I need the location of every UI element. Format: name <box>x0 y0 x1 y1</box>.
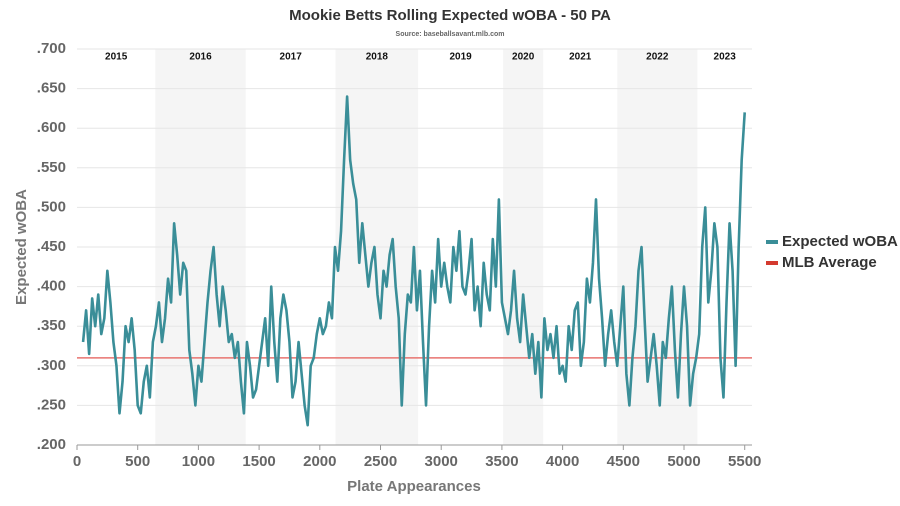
season-label: 2019 <box>450 52 473 63</box>
plot <box>77 95 752 427</box>
season-label: 2018 <box>366 52 389 63</box>
y-tick-label: .650 <box>37 80 66 97</box>
season-label: 2016 <box>189 52 212 63</box>
x-tick-label: 3000 <box>425 453 458 470</box>
y-tick-label: .400 <box>37 278 66 295</box>
y-tick-label: .500 <box>37 198 66 215</box>
x-tick-label: 3500 <box>485 453 518 470</box>
x-tick-label: 4000 <box>546 453 579 470</box>
y-tick-label: .250 <box>37 396 66 413</box>
legend-label: MLB Average <box>782 254 877 271</box>
y-tick-label: .350 <box>37 317 66 334</box>
x-tick-label: 4500 <box>607 453 640 470</box>
y-tick-label: .550 <box>37 159 66 176</box>
y-tick-label: .300 <box>37 357 66 374</box>
legend-swatch <box>766 240 778 244</box>
chart-title: Mookie Betts Rolling Expected wOBA - 50 … <box>289 7 611 24</box>
legend-label: Expected wOBA <box>782 233 898 250</box>
legend-swatch <box>766 261 778 265</box>
x-tick-label: 2500 <box>364 453 397 470</box>
x-tick-label: 5500 <box>728 453 761 470</box>
x-tick-label: 2000 <box>303 453 336 470</box>
season-label: 2021 <box>569 52 592 63</box>
season-label: 2023 <box>714 52 737 63</box>
x-tick-label: 500 <box>125 453 150 470</box>
season-label: 2015 <box>105 52 128 63</box>
x-tick-label: 1500 <box>242 453 275 470</box>
y-axis-label: Expected wOBA <box>13 189 30 305</box>
x-tick-label: 0 <box>73 453 81 470</box>
x-axis-label: Plate Appearances <box>347 478 481 495</box>
y-tick-label: .200 <box>37 436 66 453</box>
legend: Expected wOBA MLB Average <box>766 233 898 271</box>
season-label: 2020 <box>512 52 535 63</box>
y-tick-label: .450 <box>37 238 66 255</box>
y-tick-label: .600 <box>37 119 66 136</box>
x-tick-label: 5000 <box>667 453 700 470</box>
y-tick-label: .700 <box>37 40 66 57</box>
series-line <box>81 95 747 427</box>
season-label: 2017 <box>280 52 303 63</box>
season-label: 2022 <box>646 52 669 63</box>
chart-subtitle: Source: baseballsavant.mlb.com <box>396 31 505 38</box>
x-tick-label: 1000 <box>182 453 215 470</box>
